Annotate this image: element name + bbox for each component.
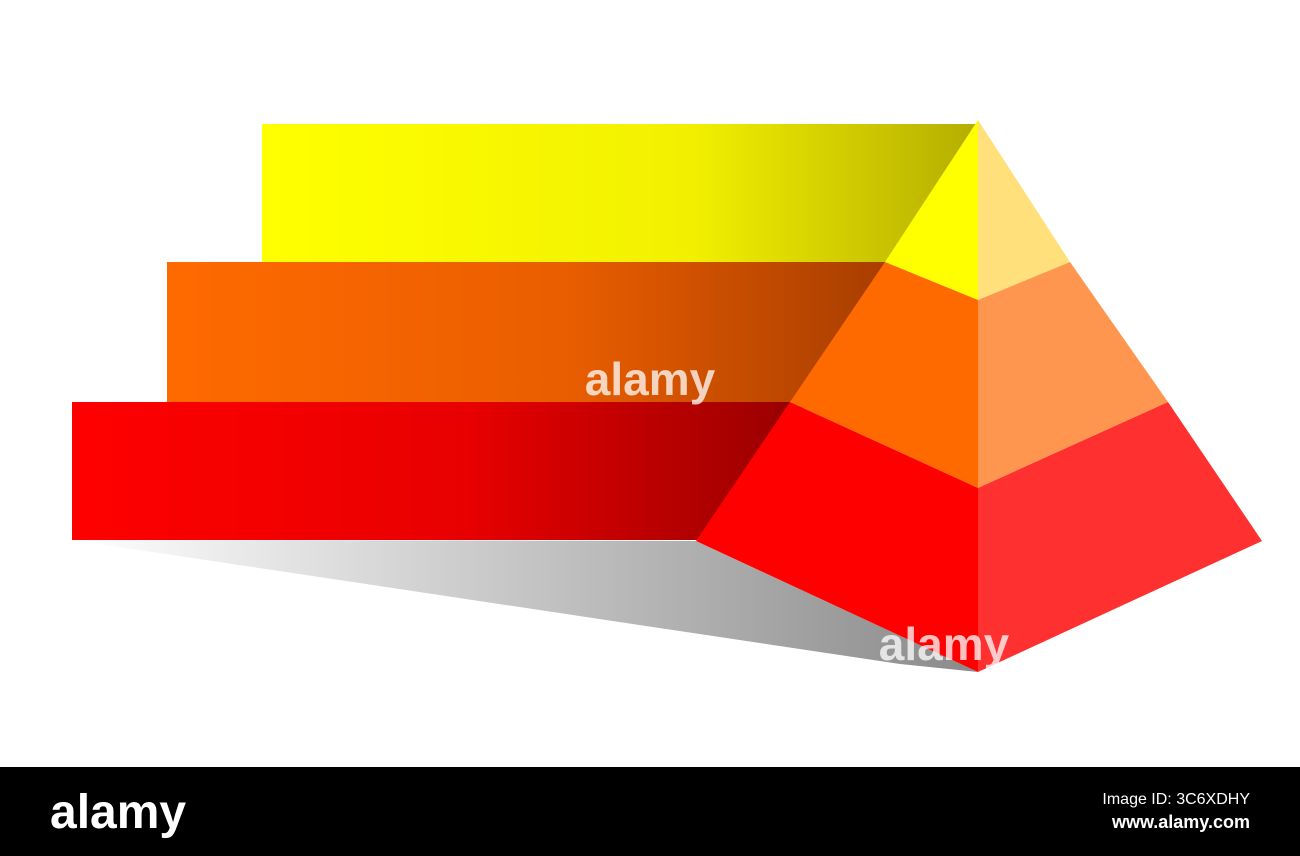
pyramid-middle-right [978, 262, 1168, 488]
yellow-bar [262, 124, 978, 262]
orange-bar [167, 262, 885, 402]
pyramid-top-left [885, 120, 978, 300]
red-bar [72, 402, 790, 540]
footer-url: www.alamy.com [1111, 812, 1250, 832]
pyramid-bottom-left [696, 402, 978, 672]
shadow [72, 540, 978, 672]
footer-logo: alamy [50, 786, 186, 839]
footer-bar [0, 767, 1300, 856]
watermark: alamy [585, 353, 716, 405]
pyramid-top-right [978, 120, 1070, 300]
watermark: alamy [879, 618, 1010, 670]
image-id: Image ID: 3C6XDHY [1102, 791, 1250, 808]
pyramid-bottom-right [978, 402, 1262, 672]
pyramid-middle-left [790, 262, 978, 488]
